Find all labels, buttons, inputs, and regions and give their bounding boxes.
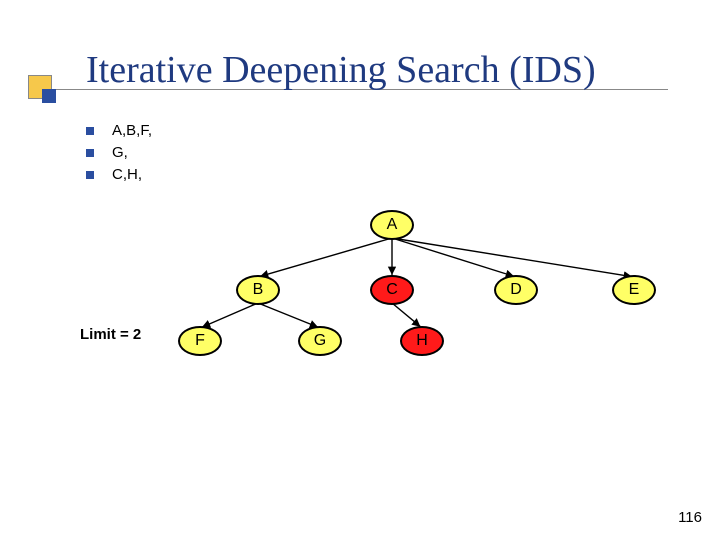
bullet-marker-icon	[86, 149, 94, 157]
tree-node-a: A	[370, 210, 414, 240]
tree-edge	[392, 238, 632, 277]
bullet-text: A,B,F,	[112, 120, 152, 142]
tree-node-d: D	[494, 275, 538, 305]
tree-node-e: E	[612, 275, 656, 305]
slide: Iterative Deepening Search (IDS) A,B,F, …	[0, 0, 720, 540]
tree-node-h: H	[400, 326, 444, 356]
limit-label: Limit = 2	[80, 326, 141, 343]
tree-node-c: C	[370, 275, 414, 305]
bullet-list: A,B,F, G, C,H,	[86, 120, 152, 186]
tree-node-g: G	[298, 326, 342, 356]
tree-edge	[392, 238, 514, 276]
bullet-item: C,H,	[86, 164, 152, 186]
bullet-item: G,	[86, 142, 152, 164]
tree-node-b: B	[236, 275, 280, 305]
tree-edge	[260, 238, 392, 276]
slide-title: Iterative Deepening Search (IDS)	[86, 48, 596, 92]
bullet-marker-icon	[86, 127, 94, 135]
bullet-text: G,	[112, 142, 128, 164]
tree-node-f: F	[178, 326, 222, 356]
tree-edge	[202, 303, 258, 327]
tree-edge	[258, 303, 318, 327]
deco-box-blue	[42, 89, 56, 103]
bullet-marker-icon	[86, 171, 94, 179]
page-number: 116	[678, 509, 702, 526]
bullet-item: A,B,F,	[86, 120, 152, 142]
bullet-text: C,H,	[112, 164, 142, 186]
tree-edge	[392, 303, 420, 327]
